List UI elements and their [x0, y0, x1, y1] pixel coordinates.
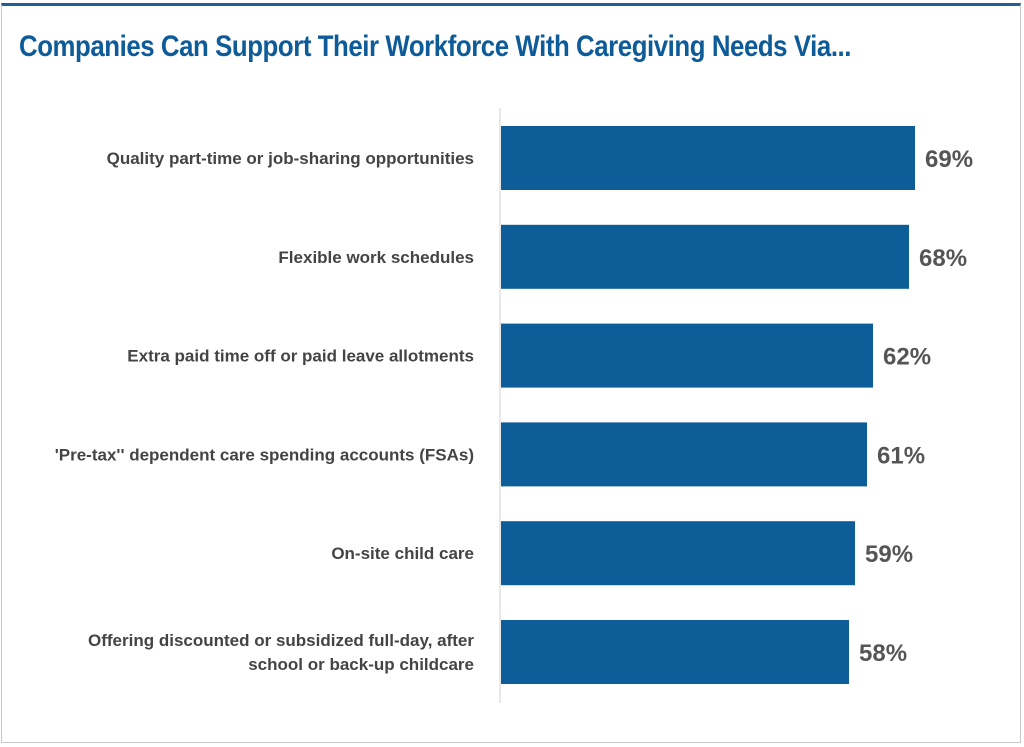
value-label-2: 62%: [883, 344, 931, 371]
bar-5: [501, 620, 849, 684]
bar-1: [501, 224, 909, 289]
bar-0: [501, 126, 915, 190]
value-label-3: 61%: [877, 442, 925, 469]
value-label-0: 69%: [925, 146, 973, 173]
category-label-3: 'Pre-tax'' dependent care spending accou…: [55, 445, 474, 464]
category-label-4: On-site child care: [331, 544, 474, 563]
value-label-1: 68%: [919, 245, 967, 272]
value-label-4: 59%: [865, 541, 913, 568]
category-label-1: Flexible work schedules: [278, 248, 474, 267]
category-label-0: Quality part-time or job-sharing opportu…: [107, 149, 474, 168]
category-label-5-line-0: Offering discounted or subsidized full-d…: [88, 631, 474, 650]
category-label-2: Extra paid time off or paid leave allotm…: [127, 347, 474, 366]
chart-title: Companies Can Support Their Workforce Wi…: [19, 30, 852, 63]
bar-4: [501, 521, 855, 586]
bar-2: [501, 323, 873, 388]
value-label-5: 58%: [859, 640, 907, 667]
category-label-5-line-1: school or back-up childcare: [248, 655, 474, 674]
bar-3: [501, 422, 867, 487]
